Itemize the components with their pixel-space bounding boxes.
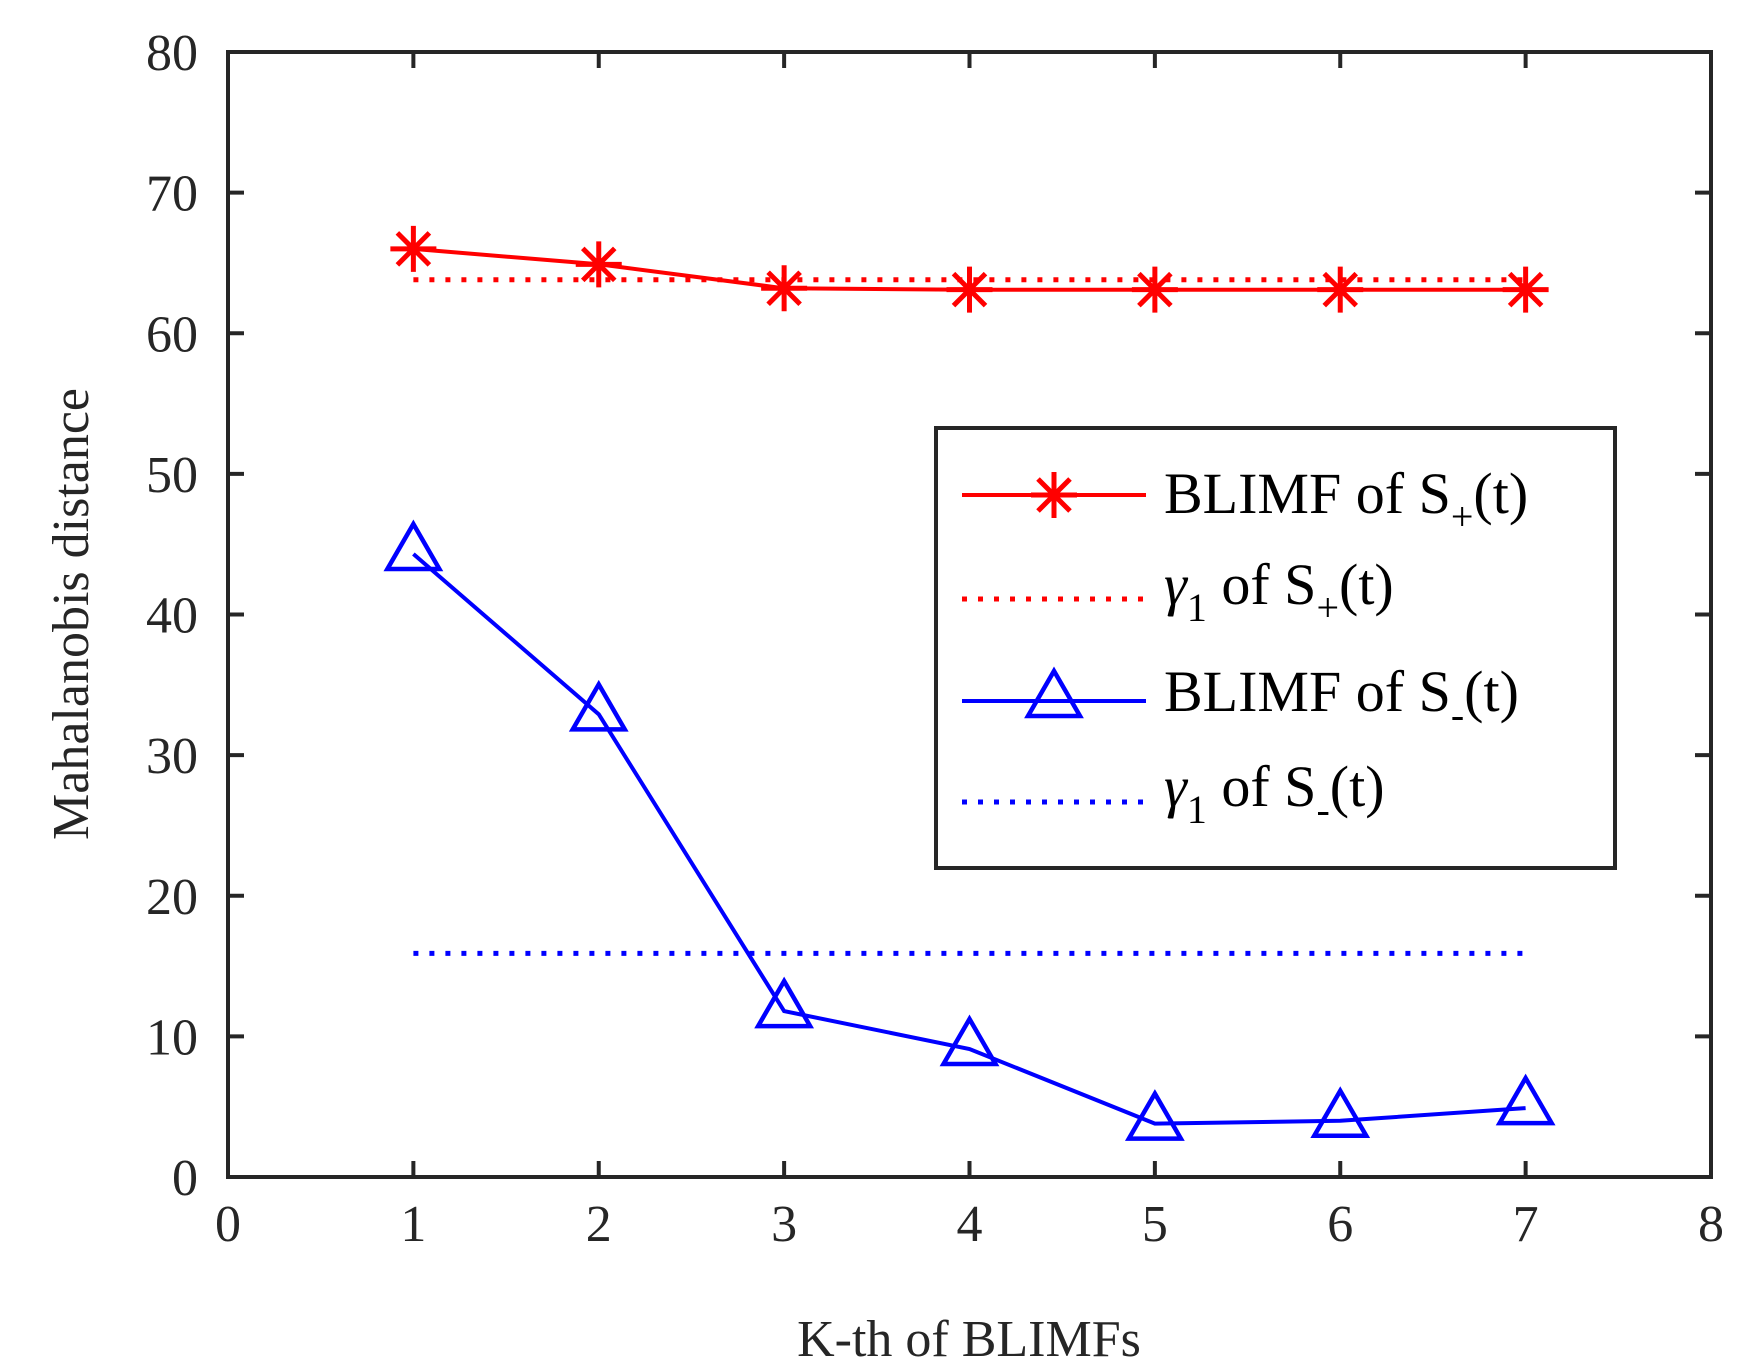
x-tick-label: 2 [586, 1196, 612, 1253]
data-point-triangle [939, 1014, 1000, 1067]
y-tick-label: 60 [146, 306, 198, 363]
y-axis-label: Mahalanobis distance [43, 388, 100, 840]
x-tick-label: 7 [1513, 1196, 1539, 1253]
legend-triangle-marker [1024, 666, 1084, 719]
x-tick-label: 5 [1142, 1196, 1168, 1253]
x-tick-label: 3 [771, 1196, 797, 1253]
legend-gamma-subscript: 1 [1187, 585, 1207, 630]
legend-entry-blimf-minus: BLIMF of S-(t) [962, 659, 1519, 737]
legend-gamma-symbol: γ [1164, 552, 1189, 617]
data-point-triangle [1310, 1086, 1371, 1138]
data-point-asterisk [1131, 266, 1178, 313]
data-point-asterisk [575, 241, 622, 288]
legend-label-gamma-plus: γ1 of S+(t) [1164, 552, 1394, 630]
legend-subscript: + [1316, 585, 1339, 630]
data-point-asterisk [1317, 266, 1364, 313]
legend-text-middle: of S [1207, 754, 1317, 819]
legend-text-suffix: (t) [1473, 461, 1528, 526]
legend-text-suffix: (t) [1330, 754, 1385, 819]
x-tick-label: 8 [1698, 1196, 1724, 1253]
y-tick-label: 80 [146, 25, 198, 82]
legend-entry-blimf-plus: BLIMF of S+(t) [962, 461, 1528, 539]
x-tick-label: 1 [400, 1196, 426, 1253]
x-tick-label: 6 [1327, 1196, 1353, 1253]
legend-label-blimf-minus: BLIMF of S-(t) [1164, 659, 1519, 737]
data-point-triangle [1495, 1073, 1556, 1126]
y-tick-label: 70 [146, 166, 198, 223]
data-point-asterisk [761, 265, 808, 312]
y-tick-label: 50 [146, 447, 198, 504]
legend-subscript: + [1451, 494, 1474, 539]
data-point-triangle [568, 679, 629, 732]
legend-subscript: - [1451, 692, 1464, 737]
legend-text-suffix: (t) [1339, 552, 1394, 617]
legend-text-suffix: (t) [1464, 659, 1519, 724]
data-point-triangle [383, 519, 444, 572]
legend-text-middle: of S [1207, 552, 1317, 617]
legend-text-prefix: BLIMF of S [1164, 461, 1451, 526]
legend-label-blimf-plus: BLIMF of S+(t) [1164, 461, 1528, 539]
data-point-asterisk [946, 266, 993, 313]
plot-area [383, 225, 1556, 1141]
x-tick-label: 0 [215, 1196, 241, 1253]
data-point-triangle [754, 976, 815, 1029]
data-point-asterisk [1502, 266, 1549, 313]
legend-entry-gamma-plus: γ1 of S+(t) [962, 552, 1394, 630]
y-tick-label: 40 [146, 588, 198, 645]
legend-entry-gamma-minus: γ1 of S-(t) [962, 754, 1385, 832]
legend-asterisk-marker [1031, 472, 1077, 518]
x-axis-label: K-th of BLIMFs [797, 1311, 1141, 1368]
legend-label-gamma-minus: γ1 of S-(t) [1164, 754, 1385, 832]
x-tick-label: 4 [957, 1196, 983, 1253]
y-tick-label: 20 [146, 869, 198, 926]
data-point-triangle [1124, 1089, 1185, 1141]
legend: BLIMF of S+(t) γ1 of S+(t) BLIMF of S-(t… [934, 426, 1617, 870]
data-point-asterisk [390, 225, 437, 272]
legend-subscript: - [1316, 787, 1329, 832]
y-tick-label: 30 [146, 728, 198, 785]
y-tick-label: 0 [172, 1150, 198, 1207]
y-tick-label: 10 [146, 1009, 198, 1066]
legend-text-prefix: BLIMF of S [1164, 659, 1451, 724]
legend-gamma-subscript: 1 [1187, 787, 1207, 832]
series-line-blimf_minus [412, 552, 1526, 1126]
legend-gamma-symbol: γ [1164, 754, 1189, 819]
